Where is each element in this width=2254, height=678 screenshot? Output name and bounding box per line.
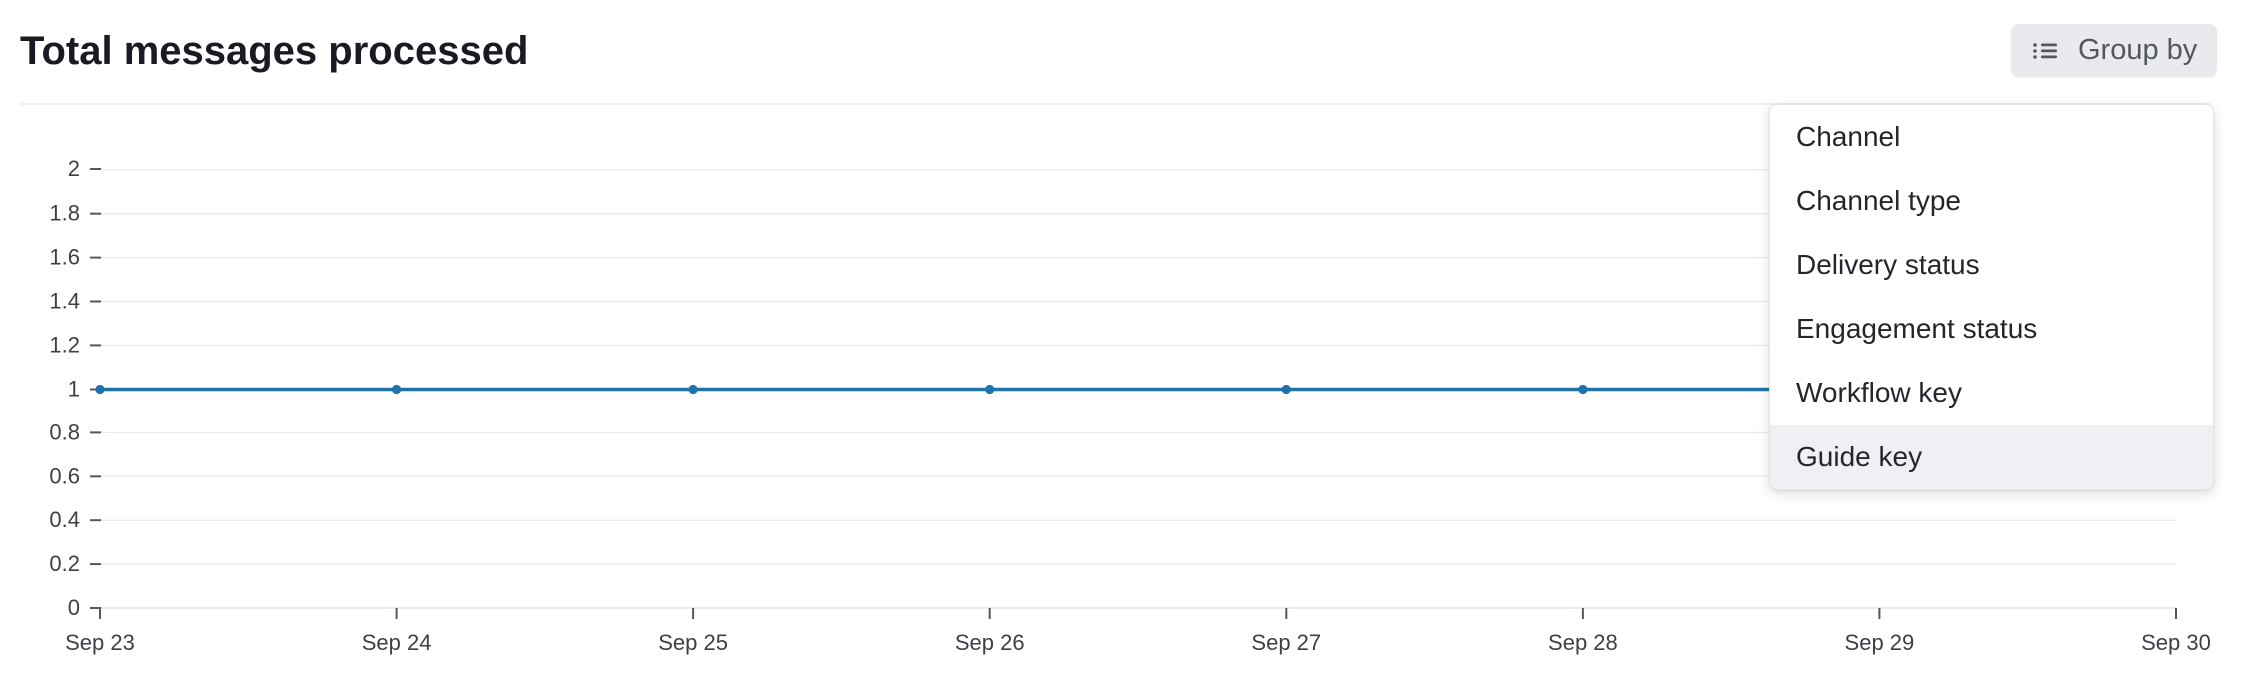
svg-text:Sep 30: Sep 30: [2141, 630, 2211, 655]
svg-text:0.2: 0.2: [49, 551, 80, 576]
svg-text:1.2: 1.2: [49, 332, 80, 357]
svg-text:Sep 24: Sep 24: [362, 630, 432, 655]
svg-text:1: 1: [68, 377, 80, 402]
svg-text:0.6: 0.6: [49, 463, 80, 488]
svg-text:1.6: 1.6: [49, 245, 80, 270]
svg-text:Sep 28: Sep 28: [1548, 630, 1618, 655]
svg-text:2: 2: [68, 156, 80, 181]
svg-text:Sep 25: Sep 25: [658, 630, 728, 655]
svg-text:1.4: 1.4: [49, 289, 80, 314]
svg-text:0.8: 0.8: [49, 419, 80, 444]
svg-text:1.8: 1.8: [49, 201, 80, 226]
svg-text:0.4: 0.4: [49, 507, 80, 532]
svg-text:Sep 26: Sep 26: [955, 630, 1025, 655]
svg-text:Sep 27: Sep 27: [1251, 630, 1321, 655]
svg-text:Sep 29: Sep 29: [1845, 630, 1915, 655]
svg-text:Sep 23: Sep 23: [65, 630, 135, 655]
svg-text:0: 0: [68, 595, 80, 620]
